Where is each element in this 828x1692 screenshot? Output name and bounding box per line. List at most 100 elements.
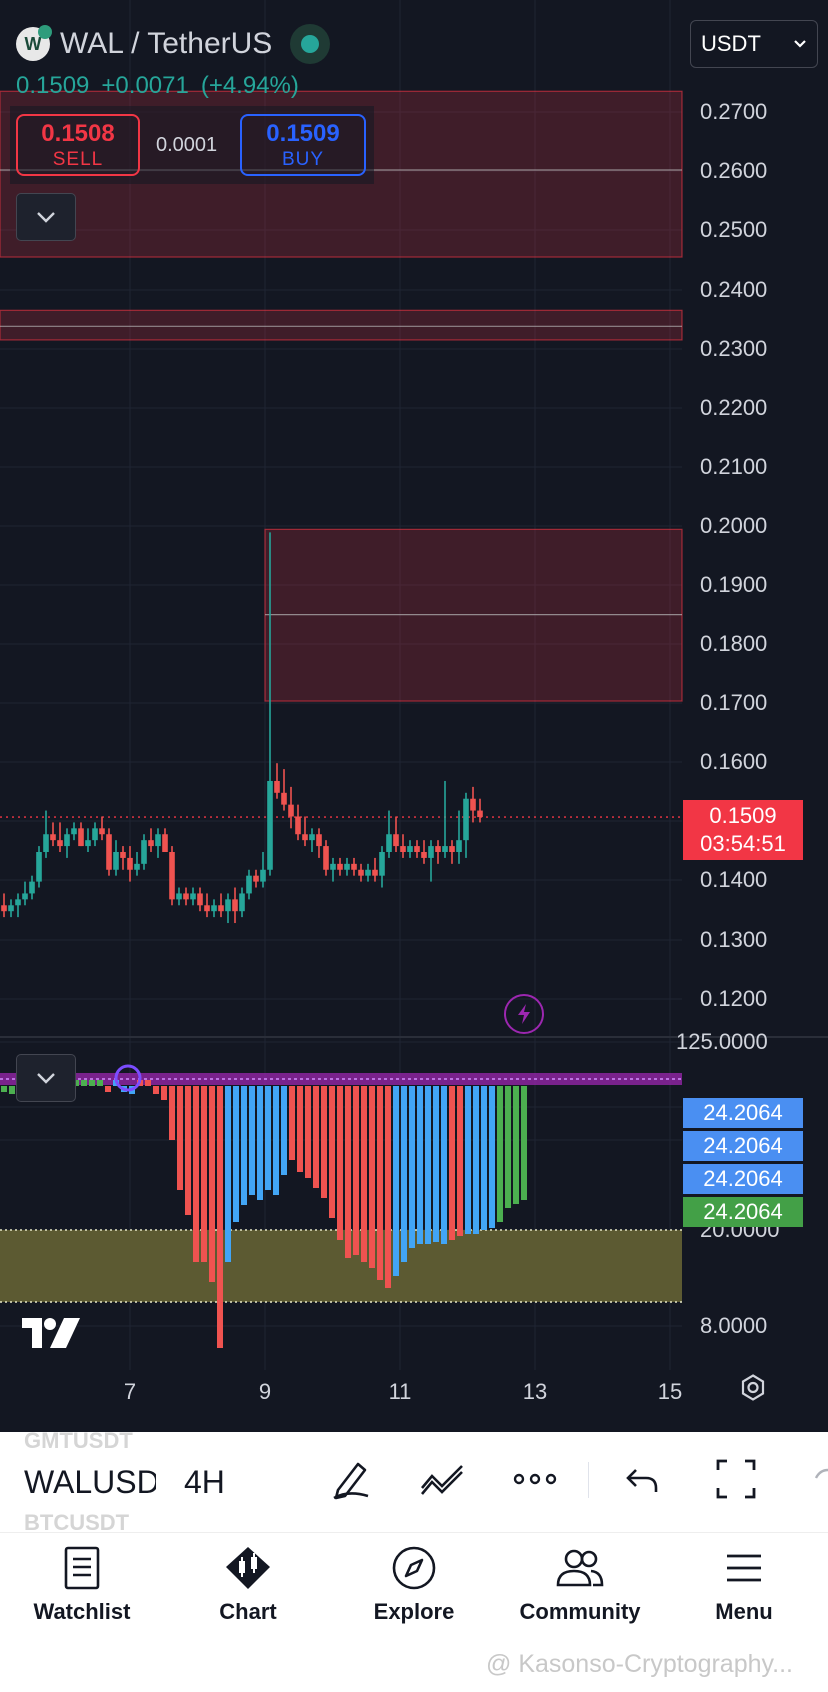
histogram-bar bbox=[393, 1086, 399, 1276]
buy-button[interactable]: 0.1509 BUY bbox=[240, 114, 366, 176]
nav-explore[interactable]: Explore bbox=[334, 1533, 494, 1653]
chart-settings-button[interactable] bbox=[738, 1373, 768, 1408]
candle-body bbox=[295, 816, 301, 835]
candle-body bbox=[414, 846, 420, 852]
candle-body bbox=[477, 810, 483, 818]
collapse-indicator-button[interactable] bbox=[16, 1054, 76, 1102]
histogram-bar bbox=[233, 1086, 239, 1222]
indicators-icon[interactable] bbox=[418, 1456, 466, 1502]
histogram-bar bbox=[185, 1086, 191, 1215]
indicator-value-tag: 24.2064 bbox=[683, 1098, 803, 1128]
histogram-bar bbox=[257, 1086, 263, 1200]
candle-body bbox=[22, 893, 28, 900]
histogram-bar bbox=[369, 1086, 375, 1268]
more-icon[interactable] bbox=[512, 1456, 558, 1502]
candle-body bbox=[78, 828, 84, 847]
compass-icon bbox=[392, 1546, 436, 1590]
chart-area[interactable]: W WAL / TetherUS 0.1509 +0.0071 (+4.94%)… bbox=[0, 0, 828, 1432]
watermark-text: @ Kasonso-Cryptography... bbox=[486, 1650, 793, 1678]
candle-body bbox=[169, 852, 175, 900]
oversold-zone bbox=[0, 1230, 682, 1302]
nav-explore-label: Explore bbox=[373, 1599, 455, 1624]
histogram-bar bbox=[433, 1086, 439, 1242]
collapse-legend-button[interactable] bbox=[16, 193, 76, 241]
candle-body bbox=[421, 852, 427, 858]
price-axis-label: 0.1200 bbox=[700, 986, 768, 1011]
candle-body bbox=[456, 840, 462, 852]
indicator-axis-top: 125.0000 bbox=[676, 1029, 768, 1054]
indicator-band bbox=[0, 1073, 682, 1085]
nav-community[interactable]: Community bbox=[500, 1533, 660, 1653]
sell-button[interactable]: 0.1508 SELL bbox=[16, 114, 140, 176]
chart-canvas[interactable] bbox=[0, 0, 828, 1432]
price-axis-label: 0.2000 bbox=[700, 513, 768, 538]
nav-watchlist[interactable]: Watchlist bbox=[2, 1533, 162, 1653]
candle-body bbox=[246, 875, 252, 894]
candle-body bbox=[218, 905, 224, 912]
candle-body bbox=[176, 893, 182, 900]
buy-price: 0.1509 bbox=[266, 120, 340, 147]
candle-body bbox=[435, 846, 441, 852]
nav-menu[interactable]: Menu bbox=[664, 1533, 824, 1653]
coin-logo-icon: W bbox=[16, 25, 52, 61]
symbol-selector[interactable]: WALUSDT bbox=[24, 1464, 156, 1500]
candle-body bbox=[344, 863, 350, 870]
candle-body bbox=[393, 834, 399, 847]
histogram-bar bbox=[497, 1086, 503, 1222]
price-axis-label: 0.2600 bbox=[700, 158, 768, 183]
histogram-bar bbox=[457, 1086, 463, 1236]
histogram-bar bbox=[449, 1086, 455, 1240]
histogram-bar bbox=[241, 1086, 247, 1205]
tradingview-logo[interactable] bbox=[20, 1316, 82, 1355]
drawing-pen-icon[interactable] bbox=[328, 1456, 374, 1502]
histogram-bar bbox=[273, 1086, 279, 1195]
histogram-bar bbox=[489, 1086, 495, 1228]
histogram-bar bbox=[177, 1086, 183, 1190]
nav-menu-label: Menu bbox=[715, 1599, 773, 1624]
fullscreen-icon[interactable] bbox=[714, 1456, 758, 1502]
interval-selector[interactable]: 4H bbox=[184, 1464, 225, 1500]
histogram-bar bbox=[201, 1086, 207, 1262]
chevron-down-icon bbox=[37, 212, 55, 223]
price-axis-label: 0.2200 bbox=[700, 395, 768, 420]
flash-alert-button[interactable] bbox=[504, 994, 544, 1034]
candle-body bbox=[211, 905, 217, 912]
histogram-bar bbox=[465, 1086, 471, 1234]
nav-chart[interactable]: Chart bbox=[168, 1533, 328, 1653]
histogram-bar bbox=[153, 1086, 159, 1094]
histogram-bar bbox=[313, 1086, 319, 1188]
price-axis-label: 0.2700 bbox=[700, 99, 768, 124]
candle-body bbox=[281, 792, 287, 805]
gear-icon bbox=[741, 1374, 765, 1401]
candle-body bbox=[36, 852, 42, 882]
candle-body bbox=[267, 780, 273, 870]
histogram-bar bbox=[441, 1086, 447, 1244]
histogram-bar bbox=[1, 1086, 7, 1092]
histogram-bar bbox=[417, 1086, 423, 1244]
candle-body bbox=[197, 893, 203, 906]
nav-chart-label: Chart bbox=[219, 1599, 277, 1624]
price-axis-label: 0.1600 bbox=[700, 749, 768, 774]
candle-body bbox=[470, 798, 476, 811]
currency-select[interactable]: USDT bbox=[690, 20, 818, 68]
candle-body bbox=[337, 863, 343, 870]
last-price-tag: 0.1509 03:54:51 bbox=[683, 800, 803, 860]
sell-label: SELL bbox=[52, 149, 104, 170]
symbol-header[interactable]: W WAL / TetherUS bbox=[16, 22, 331, 66]
histogram-bar bbox=[97, 1080, 103, 1086]
candle-body bbox=[449, 846, 455, 852]
histogram-bar bbox=[345, 1086, 351, 1258]
candle-body bbox=[29, 881, 35, 894]
redo-icon-partial[interactable] bbox=[812, 1456, 828, 1502]
price-axis-label: 0.1700 bbox=[700, 690, 768, 715]
candle-body bbox=[113, 852, 119, 870]
candle-body bbox=[8, 905, 14, 912]
undo-icon[interactable] bbox=[622, 1456, 662, 1502]
indicator-value-tag: 24.2064 bbox=[683, 1164, 803, 1194]
watchlist-icon bbox=[64, 1546, 100, 1590]
time-axis-label: 15 bbox=[657, 1379, 683, 1404]
time-axis-label: 11 bbox=[388, 1379, 412, 1404]
candle-body bbox=[302, 834, 308, 841]
candle-body bbox=[323, 846, 329, 870]
candle-body bbox=[239, 893, 245, 912]
